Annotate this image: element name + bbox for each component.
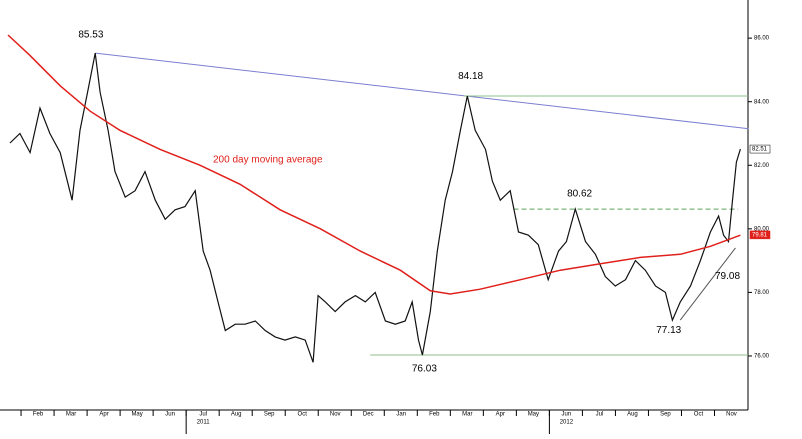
price-tag <box>749 144 771 154</box>
x-tick-label: Jul <box>199 412 207 418</box>
x-tick-label: Dec <box>363 412 374 418</box>
price-tag <box>749 230 771 240</box>
x-tick-label: Sep <box>264 412 275 418</box>
x-tick-label: Feb <box>33 412 44 418</box>
y-tick-label: 76.00 <box>754 354 770 360</box>
trendline <box>95 52 749 130</box>
x-tick-label: May <box>528 412 539 418</box>
annotation: 76.03 <box>412 363 437 374</box>
y-tick-label: 86.00 <box>754 36 770 42</box>
x-tick-label: Oct <box>694 412 704 418</box>
x-tick-label: Jul <box>596 412 604 418</box>
annotation: 77.13 <box>656 325 681 336</box>
price-tag-label: 82.51 <box>752 147 768 153</box>
x-tick-label: Aug <box>627 412 638 418</box>
x-tick-label: Jun <box>165 412 175 418</box>
x-tick-label: Apr <box>99 412 108 418</box>
y-tick-label: 84.00 <box>754 99 770 105</box>
y-tick-label: 80.00 <box>754 226 770 232</box>
x-tick-label: Sep <box>660 412 671 418</box>
x-tick-label: Feb <box>429 412 440 418</box>
price-line <box>9 52 741 363</box>
x-tick-label: Apr <box>496 412 505 418</box>
y-tick-label: 82.00 <box>754 163 770 169</box>
x-tick-label: Jun <box>562 412 572 418</box>
annotation: 85.53 <box>78 30 103 41</box>
x-tick-label: Mar <box>66 412 76 418</box>
x-tick-label: Mar <box>462 412 472 418</box>
x-tick-label: May <box>131 412 142 418</box>
price-tag-label: 79.81 <box>752 232 768 238</box>
annotation: 79.08 <box>715 271 740 282</box>
series-label: 200 day moving average <box>213 155 323 166</box>
x-tick-label: Nov <box>330 412 341 418</box>
year-label: 2012 <box>560 420 574 426</box>
x-tick-label: Jan <box>396 412 406 418</box>
moving-average-line <box>7 34 741 295</box>
x-tick-label: Oct <box>298 412 308 418</box>
year-label: 2011 <box>197 420 211 426</box>
annotation: 84.18 <box>458 71 483 82</box>
y-tick-label: 78.00 <box>754 290 770 296</box>
trendline <box>679 247 736 321</box>
annotation: 80.62 <box>567 189 592 200</box>
x-tick-label: Nov <box>726 412 737 418</box>
x-tick-label: Aug <box>231 412 242 418</box>
